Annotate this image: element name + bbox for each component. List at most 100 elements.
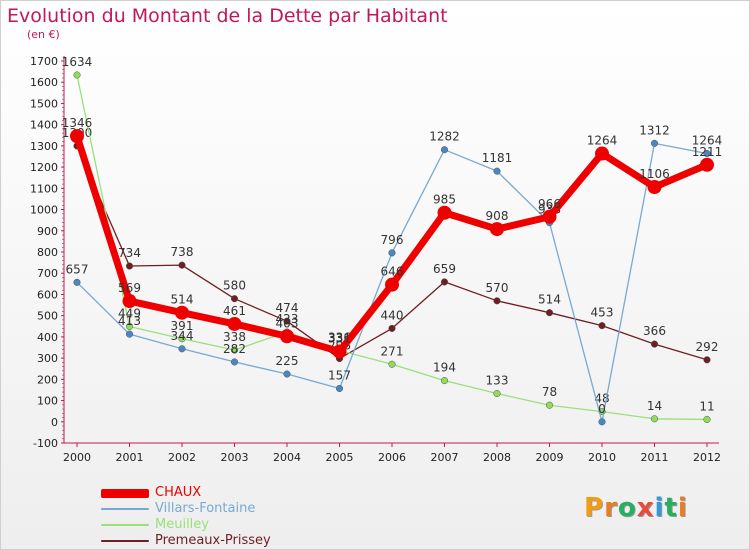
y-tick-label: 500 <box>37 310 58 323</box>
x-tick-label: 2011 <box>641 451 669 464</box>
y-tick-label: 700 <box>37 267 58 280</box>
data-point-villars-fontaine <box>440 146 449 154</box>
data-point-villars-fontaine <box>650 139 659 147</box>
data-label-premeaux-prissey: 738 <box>171 245 194 259</box>
logo-letter: r <box>604 493 618 523</box>
data-point-villars-fontaine <box>703 149 711 158</box>
data-label-villars-fontaine: 1264 <box>692 134 723 148</box>
unit-label: (en €) <box>27 28 60 41</box>
data-label-meuilley: 338 <box>223 330 246 344</box>
data-label-premeaux-prissey: 580 <box>223 279 246 293</box>
data-point-chaux <box>280 329 294 344</box>
data-label-premeaux-prissey: 453 <box>591 306 614 320</box>
legend-swatch <box>101 524 149 526</box>
data-point-premeaux-prissey <box>545 309 554 317</box>
proxiti-logo: Proxiti <box>584 493 688 523</box>
data-point-meuilley <box>178 335 186 343</box>
x-tick-label: 2002 <box>168 451 196 464</box>
data-label-chaux: 1264 <box>587 134 618 148</box>
data-point-premeaux-prissey <box>440 278 449 286</box>
data-label-villars-fontaine: 344 <box>171 329 194 343</box>
data-label-premeaux-prissey: 474 <box>276 301 299 315</box>
data-label-chaux: 569 <box>118 281 141 295</box>
x-tick-label: 2012 <box>693 451 721 464</box>
data-point-chaux <box>595 146 609 161</box>
data-point-chaux <box>647 180 662 195</box>
data-point-meuilley <box>388 360 396 368</box>
legend-item-meuilley: Meuilley <box>101 517 271 533</box>
y-tick-label: 0 <box>51 416 58 429</box>
data-point-villars-fontaine <box>283 370 291 378</box>
data-point-chaux <box>70 129 84 144</box>
data-point-villars-fontaine <box>178 345 186 353</box>
data-point-chaux <box>700 157 714 172</box>
legend: CHAUX Villars-Fontaine Meuilley Premeaux-Pr… <box>101 485 271 549</box>
data-label-chaux: 403 <box>276 316 299 330</box>
data-label-chaux: 985 <box>433 193 456 207</box>
data-label-premeaux-prissey: 292 <box>696 340 719 354</box>
y-tick-label: 600 <box>37 288 58 301</box>
data-label-meuilley: 271 <box>381 344 404 358</box>
legend-item-villars-fontaine: Villars-Fontaine <box>101 501 271 517</box>
chart-title: Evolution du Montant de la Dette par Hab… <box>7 5 448 27</box>
data-point-meuilley <box>125 322 134 331</box>
data-label-villars-fontaine: 157 <box>328 368 351 382</box>
data-point-meuilley <box>703 415 711 423</box>
x-tick-label: 2010 <box>588 451 616 464</box>
data-point-villars-fontaine <box>230 358 239 366</box>
y-tick-label: 1300 <box>30 140 58 153</box>
data-point-chaux <box>122 294 137 309</box>
data-point-premeaux-prissey <box>598 322 606 330</box>
data-point-meuilley <box>73 71 81 79</box>
data-label-villars-fontaine: 0 <box>598 402 606 416</box>
x-tick-label: 2009 <box>536 451 564 464</box>
y-tick-label: -100 <box>33 437 58 450</box>
data-point-premeaux-prissey <box>650 340 659 348</box>
data-label-villars-fontaine: 796 <box>381 233 404 247</box>
legend-label: CHAUX <box>155 485 202 500</box>
data-label-meuilley: 11 <box>699 399 714 413</box>
data-label-meuilley: 133 <box>486 374 509 388</box>
data-point-meuilley <box>650 415 659 423</box>
legend-item-premeaux-prissey: Premeaux-Prissey <box>101 533 271 549</box>
data-label-chaux: 331 <box>328 332 351 346</box>
data-label-chaux: 1346 <box>62 116 93 130</box>
data-label-chaux: 908 <box>486 209 509 223</box>
data-label-chaux: 514 <box>171 293 194 307</box>
logo-letter: i <box>677 493 688 523</box>
logo-letter: x <box>636 493 655 523</box>
legend-swatch <box>101 488 149 498</box>
data-label-villars-fontaine: 282 <box>223 342 246 356</box>
data-point-chaux <box>542 209 557 224</box>
data-point-meuilley <box>545 401 554 409</box>
data-point-premeaux-prissey <box>388 324 396 332</box>
data-label-premeaux-prissey: 659 <box>433 262 456 276</box>
data-label-chaux: 966 <box>538 197 561 211</box>
data-label-chaux: 646 <box>381 265 404 279</box>
data-point-villars-fontaine <box>125 330 134 338</box>
data-label-villars-fontaine: 413 <box>118 314 141 328</box>
data-label-premeaux-prissey: 734 <box>118 246 141 260</box>
data-label-meuilley: 194 <box>433 361 456 375</box>
y-tick-label: 400 <box>37 331 58 344</box>
legend-label: Meuilley <box>155 517 209 532</box>
data-point-premeaux-prissey <box>493 297 501 305</box>
logo-letter: i <box>654 493 665 523</box>
data-point-premeaux-prissey <box>283 317 291 325</box>
x-tick-label: 2008 <box>483 451 511 464</box>
x-tick-label: 2003 <box>221 451 249 464</box>
data-point-premeaux-prissey <box>125 262 134 270</box>
y-tick-label: 900 <box>37 225 58 238</box>
data-point-chaux <box>332 344 347 359</box>
legend-swatch <box>101 508 149 510</box>
y-tick-label: 100 <box>37 395 58 408</box>
data-label-meuilley: 78 <box>542 385 557 399</box>
data-label-meuilley: 1634 <box>62 55 93 69</box>
data-point-premeaux-prissey <box>178 261 186 269</box>
data-point-chaux <box>437 205 452 220</box>
data-point-meuilley <box>230 346 239 354</box>
data-point-villars-fontaine <box>73 278 81 286</box>
data-label-meuilley: 423 <box>276 312 299 326</box>
y-tick-label: 800 <box>37 246 58 259</box>
